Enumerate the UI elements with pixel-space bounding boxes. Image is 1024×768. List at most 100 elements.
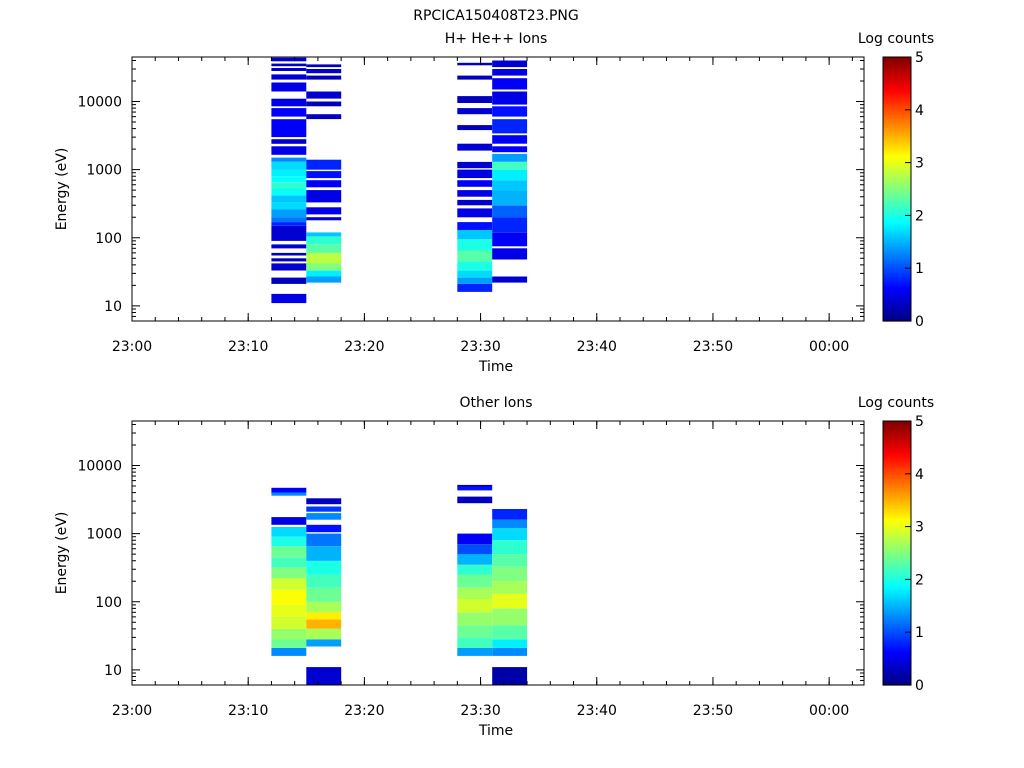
colorbar-segment — [883, 557, 911, 561]
x-tick-label: 23:50 — [693, 703, 733, 719]
colorbar-segment — [883, 456, 911, 459]
heatmap-cell — [457, 647, 493, 656]
heatmap-cell — [457, 108, 493, 115]
heatmap-cell — [457, 62, 493, 66]
colorbar-segment — [883, 307, 911, 311]
heatmap-cell — [492, 528, 528, 541]
colorbar-segment — [883, 680, 911, 684]
heatmap-cell — [306, 180, 342, 188]
heatmap-cell — [492, 180, 528, 191]
heatmap-cell — [457, 484, 493, 488]
heatmap-cell — [492, 608, 528, 626]
colorbar-segment — [883, 469, 911, 473]
colorbar-tick-label: 0 — [915, 678, 924, 694]
colorbar-segment — [883, 445, 911, 448]
heatmap-cell — [306, 64, 342, 68]
colorbar-segment — [883, 233, 911, 236]
colorbar-segment — [883, 561, 911, 565]
heatmap-cell — [306, 101, 342, 107]
heatmap-cell — [306, 171, 342, 179]
colorbar-segment — [883, 230, 911, 234]
colorbar-segment — [883, 465, 911, 468]
colorbar-segment — [883, 674, 911, 677]
heatmap-cell — [271, 628, 307, 640]
colorbar-segment — [883, 676, 911, 679]
heatmap-cell — [271, 176, 307, 183]
colorbar-segment — [883, 440, 911, 444]
heatmap-cell — [306, 263, 342, 271]
colorbar-segment — [883, 76, 911, 80]
colorbar-segment — [883, 577, 911, 580]
colorbar-tick-label: 0 — [915, 314, 924, 330]
x-tick-label: 23:00 — [112, 339, 152, 355]
panel-title: H+ He++ Ions — [445, 31, 548, 47]
colorbar-segment — [883, 443, 911, 446]
colorbar-segment — [883, 531, 911, 534]
heatmap-cell — [492, 60, 528, 68]
colorbar-label: Log counts — [858, 395, 934, 411]
heatmap-cell — [306, 498, 342, 505]
colorbar-segment — [883, 160, 911, 164]
colorbar-segment — [883, 454, 911, 457]
colorbar-segment — [883, 583, 911, 587]
colorbar-segment — [883, 487, 911, 490]
colorbar-segment — [883, 471, 911, 475]
colorbar-segment — [883, 153, 911, 157]
colorbar-segment — [883, 520, 911, 523]
colorbar-segment — [883, 85, 911, 89]
y-axis-label: Energy (eV) — [54, 148, 70, 231]
heatmap-cell — [271, 263, 307, 271]
colorbar-segment — [883, 524, 911, 528]
y-tick-label: 10 — [104, 299, 122, 315]
heatmap-cell — [306, 270, 342, 277]
colorbar-segment — [883, 476, 911, 479]
heatmap-cell — [457, 544, 493, 555]
colorbar-segment — [883, 588, 911, 591]
colorbar-segment — [883, 107, 911, 111]
colorbar-segment — [883, 90, 911, 93]
colorbar-segment — [883, 257, 911, 260]
colorbar-segment — [883, 447, 911, 451]
colorbar-segment — [883, 645, 911, 649]
colorbar-segment — [883, 669, 911, 673]
colorbar-segment — [883, 158, 911, 161]
colorbar-segment — [883, 504, 911, 508]
heatmap-cell — [271, 244, 307, 249]
colorbar-segment — [883, 667, 911, 671]
colorbar-segment — [883, 427, 911, 431]
heatmap-cell — [271, 182, 307, 189]
heatmap-cell — [306, 574, 342, 588]
colorbar-segment — [883, 641, 911, 644]
colorbar-segment — [883, 248, 911, 252]
heatmap-cell — [271, 63, 307, 67]
colorbar-segment — [883, 239, 911, 243]
colorbar-segment — [883, 215, 911, 219]
colorbar-segment — [883, 68, 911, 71]
heatmap-cell — [271, 492, 307, 496]
y-tick-label: 100 — [95, 231, 122, 247]
colorbar-segment — [883, 544, 911, 547]
colorbar-segment — [883, 200, 911, 203]
heatmap-cell — [306, 506, 342, 512]
colorbar-segment — [883, 449, 911, 453]
colorbar-segment — [883, 610, 911, 613]
colorbar-segment — [883, 244, 911, 247]
plot-frame — [131, 56, 865, 322]
colorbar-tick-label: 2 — [915, 572, 924, 588]
heatmap-cell — [457, 250, 493, 262]
colorbar-segment — [883, 614, 911, 618]
colorbar-segment — [883, 283, 911, 287]
x-axis: 23:00 23:10 23:20 23:30 23:40 23:50 00:00 — [112, 421, 853, 719]
colorbar-segment — [883, 305, 911, 309]
colorbar-segment — [883, 458, 911, 462]
x-tick-label: 23:20 — [344, 703, 384, 719]
heatmap-cell — [492, 540, 528, 555]
heatmap-cell — [492, 161, 528, 170]
colorbar-segment — [883, 478, 911, 481]
colorbar-segment — [883, 274, 911, 278]
colorbar-segment — [883, 296, 911, 300]
colorbar-segment — [883, 120, 911, 124]
heatmap-cell — [271, 567, 307, 579]
colorbar-segment — [883, 535, 911, 539]
colorbar-segment — [883, 619, 911, 622]
